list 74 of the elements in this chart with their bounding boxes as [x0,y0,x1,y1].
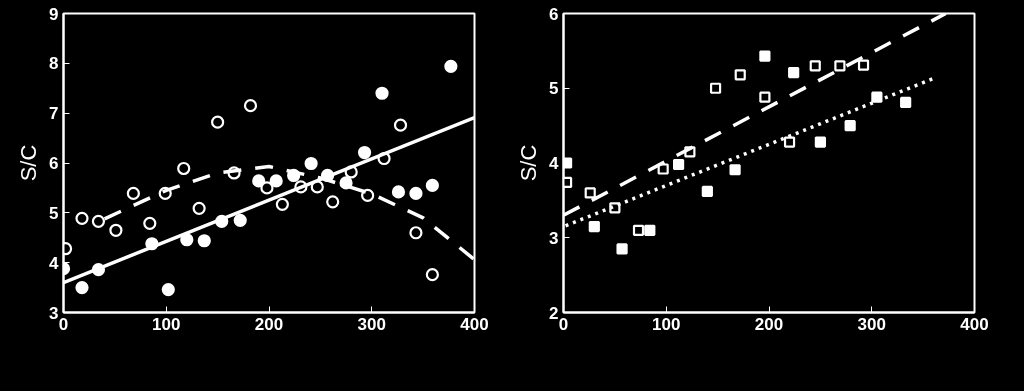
point [161,282,175,297]
point [657,163,669,175]
point [304,156,318,171]
point [197,234,211,248]
x-tick-label: 0 [558,314,569,334]
point [75,211,89,225]
x-tick-label: 400 [960,314,989,334]
point [109,223,123,237]
point [91,214,106,228]
y-tick-label: 4 [49,253,60,273]
point [814,136,826,148]
point [734,69,746,81]
point [759,91,771,103]
point [672,158,685,171]
point [393,118,408,132]
point [425,178,439,193]
point [243,99,258,113]
point [844,120,856,132]
point [425,268,439,282]
point [260,181,274,195]
point [709,82,722,94]
point [788,66,800,79]
point [834,60,846,72]
point [632,224,645,236]
point [409,186,423,200]
point [444,59,458,73]
x-tick-label: 100 [152,314,181,334]
x-tick-label: 0 [58,314,69,334]
point [177,161,191,176]
point [326,195,340,209]
point [252,174,266,188]
y-tick-label: 2 [549,303,559,323]
point [211,115,225,129]
point [701,185,713,197]
point [759,50,771,62]
point [75,280,89,295]
point [375,86,389,100]
x-tick-label: 200 [754,314,784,334]
point [275,197,289,211]
y-axis-title: S/C [16,144,42,182]
y-axis-title: S/C [516,144,542,182]
point [783,136,796,148]
point [233,213,247,227]
y-tick-label: 6 [49,154,59,173]
point [900,96,912,109]
y-tick-label: 7 [49,104,59,124]
point [391,185,406,199]
point [409,226,423,240]
point [644,224,656,236]
point [126,186,140,200]
point [857,59,870,71]
y-tick-label: 6 [549,4,559,24]
y-tick-label: 8 [49,54,59,74]
y-tick-label: 5 [49,203,59,223]
point [361,188,375,202]
y-tick-label: 3 [49,303,59,323]
point [584,187,596,199]
y-tick-label: 9 [49,4,59,24]
point [729,164,741,176]
y-tick-label: 4 [549,154,560,173]
x-tick-label: 100 [652,314,681,334]
point [357,145,372,160]
point [616,243,628,255]
x-tick-label: 300 [357,314,386,334]
point [269,174,283,188]
y-tick-label: 5 [549,79,559,99]
point [143,216,157,230]
x-tick-label: 400 [460,314,489,334]
y-tick-label: 3 [549,228,559,248]
point [192,201,206,215]
point [809,60,821,72]
x-tick-label: 300 [857,314,886,334]
point [588,220,600,233]
x-tick-label: 200 [254,314,284,334]
